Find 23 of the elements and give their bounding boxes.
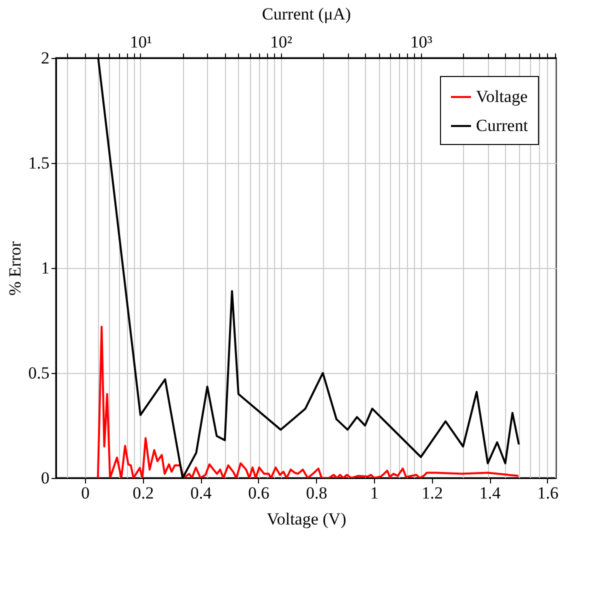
x-tick-label: 0.2 [132, 484, 154, 502]
legend-label: Current [476, 116, 528, 135]
y-tick-label: 1.5 [28, 154, 50, 172]
y-tick-label: 0.5 [28, 364, 50, 382]
x-tick-label: 1.2 [422, 484, 443, 502]
x2-tick-label: 10² [270, 32, 292, 52]
x-tick-label: 0.6 [248, 484, 270, 502]
y-tick-label: 0 [41, 468, 50, 488]
x-axis-title: Voltage (V) [266, 510, 346, 528]
line-series [96, 326, 520, 478]
y-tick-label: 2 [41, 48, 50, 68]
x2-tick-label: 10¹ [130, 32, 152, 52]
x-tick-label: 1.4 [479, 484, 502, 502]
x-tick-label: 1 [370, 484, 379, 502]
x-tick-label: 0.4 [190, 484, 212, 502]
x2-axis-title: Current (μA) [262, 4, 351, 24]
legend-label: Voltage [476, 87, 528, 106]
x-tick-label: 0 [81, 484, 90, 502]
y-axis-title: % Error [5, 241, 24, 296]
x-tick-label: 0.8 [306, 484, 328, 502]
x2-tick-label: 10³ [410, 32, 432, 52]
x-tick-label: 1.6 [537, 484, 558, 502]
y-tick-label: 1 [41, 258, 50, 278]
